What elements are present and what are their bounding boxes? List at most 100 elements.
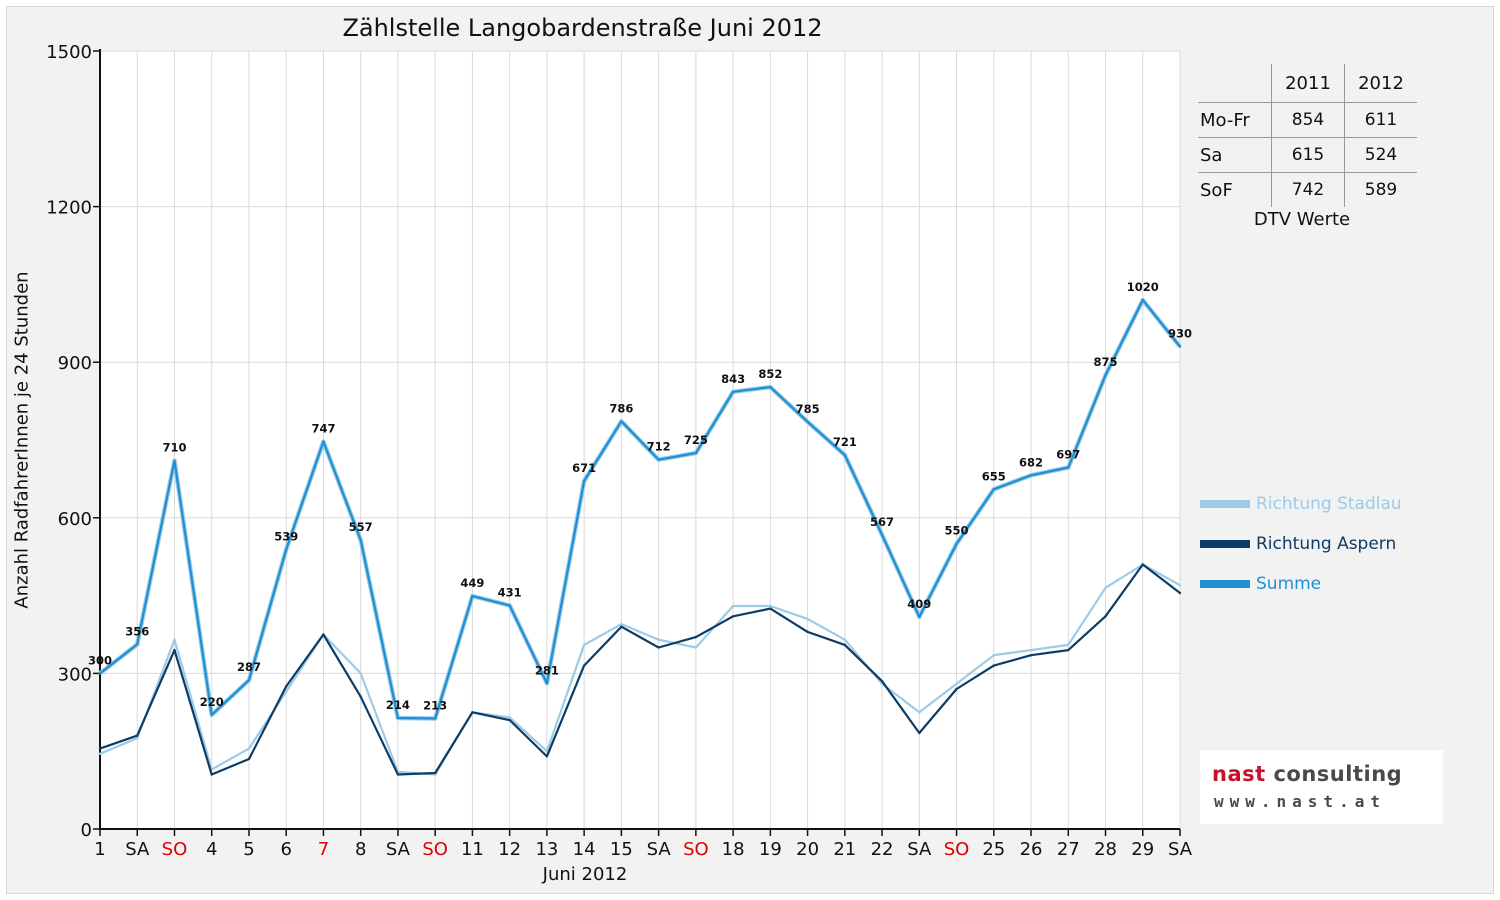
- logo-name-accent: nast: [1212, 762, 1266, 786]
- data-point: [433, 771, 437, 775]
- data-point: [1178, 345, 1182, 348]
- dtv-row-mo-fr: Mo-Fr 854 611: [1198, 102, 1417, 138]
- data-point: [1104, 373, 1107, 377]
- data-label: 875: [1094, 355, 1118, 369]
- x-tick-label: 8: [355, 839, 366, 860]
- dtv-cell: 611: [1344, 102, 1417, 138]
- company-logo: nast consulting www.nast.at: [1200, 750, 1443, 824]
- data-label: 712: [647, 440, 671, 454]
- data-label: 356: [125, 624, 149, 638]
- data-label: 682: [1019, 455, 1043, 469]
- data-label: 449: [460, 576, 484, 590]
- x-tick-label: SA: [386, 839, 411, 860]
- data-point: [955, 542, 958, 545]
- data-point: [694, 635, 698, 639]
- series-line-summe: [99, 298, 1181, 720]
- data-point: [1178, 584, 1182, 587]
- data-point: [657, 638, 660, 641]
- x-tick-label: 15: [610, 839, 633, 860]
- data-label: 930: [1168, 327, 1192, 341]
- data-label: 431: [498, 585, 522, 599]
- data-label: 697: [1056, 447, 1080, 461]
- data-point: [1141, 563, 1144, 566]
- x-tick-label: 6: [280, 839, 291, 860]
- x-axis-title: Juni 2012: [542, 864, 628, 885]
- data-point: [1104, 586, 1107, 590]
- data-point: [1029, 474, 1033, 477]
- data-point: [1067, 648, 1070, 652]
- x-tick-label: 1: [94, 839, 105, 860]
- x-tick-label: 22: [871, 839, 894, 860]
- data-point: [98, 752, 102, 755]
- logo-name-rest: consulting: [1265, 762, 1403, 786]
- data-point: [210, 713, 213, 717]
- x-tick-label: 14: [573, 839, 596, 860]
- data-point: [694, 646, 698, 649]
- data-point: [582, 643, 586, 647]
- data-label: 213: [423, 699, 447, 713]
- data-point: [1067, 466, 1070, 469]
- data-point: [769, 604, 772, 608]
- data-point: [433, 717, 437, 720]
- y-tick-label: 1500: [46, 42, 92, 63]
- data-point: [247, 747, 251, 750]
- data-point: [620, 420, 623, 423]
- data-label: 843: [721, 372, 745, 386]
- data-point: [918, 711, 921, 714]
- data-point: [582, 664, 586, 667]
- data-point: [285, 548, 288, 551]
- dtv-row-sof: SoF 742 589: [1198, 172, 1417, 207]
- data-point: [992, 664, 995, 667]
- x-tick-label: 19: [759, 839, 782, 860]
- data-point: [471, 594, 474, 598]
- data-point: [694, 451, 698, 455]
- x-tick-label: SO: [944, 839, 970, 860]
- data-point: [396, 716, 400, 720]
- data-point: [769, 607, 772, 610]
- series-line-richtung-stadlau: [99, 563, 1181, 776]
- data-point: [806, 420, 809, 424]
- data-point: [98, 672, 102, 675]
- data-point: [136, 643, 139, 646]
- data-point: [247, 757, 251, 761]
- x-tick-label: 18: [722, 839, 745, 860]
- data-point: [285, 685, 288, 688]
- data-point: [173, 459, 176, 462]
- data-point: [880, 533, 884, 537]
- series-line-richtung-aspern: [99, 563, 1181, 776]
- data-point: [992, 654, 995, 657]
- y-tick-label: 0: [81, 820, 92, 841]
- y-tick-label: 300: [58, 664, 92, 685]
- data-point: [620, 625, 623, 628]
- x-tick-label: 7: [318, 839, 329, 860]
- x-tick-label: SO: [162, 839, 188, 860]
- data-point: [173, 648, 176, 652]
- data-point: [545, 755, 549, 758]
- data-point: [843, 638, 847, 641]
- data-label: 655: [982, 469, 1006, 483]
- data-point: [98, 747, 102, 750]
- data-point: [545, 682, 549, 685]
- data-point: [657, 646, 660, 649]
- x-tick-label: SO: [683, 839, 709, 860]
- x-tick-label: 29: [1131, 839, 1154, 860]
- legend-swatch-summe: [1200, 580, 1250, 588]
- x-tick-label: SO: [422, 839, 448, 860]
- y-tick-label: 600: [58, 509, 92, 530]
- x-tick-label: 20: [796, 839, 819, 860]
- data-point: [657, 458, 660, 461]
- data-point: [806, 617, 809, 621]
- data-point: [731, 615, 735, 618]
- data-point: [359, 538, 362, 542]
- data-point: [173, 638, 176, 641]
- data-label: 287: [237, 660, 261, 674]
- data-label: 539: [274, 529, 298, 543]
- legend-swatch-stadlau: [1200, 500, 1250, 508]
- data-point: [508, 604, 511, 607]
- x-tick-label: SA: [647, 839, 672, 860]
- data-point: [731, 604, 735, 608]
- y-tick-label: 1200: [46, 198, 92, 219]
- data-point: [1029, 648, 1033, 652]
- data-label: 220: [200, 695, 224, 709]
- data-label: 747: [311, 422, 335, 436]
